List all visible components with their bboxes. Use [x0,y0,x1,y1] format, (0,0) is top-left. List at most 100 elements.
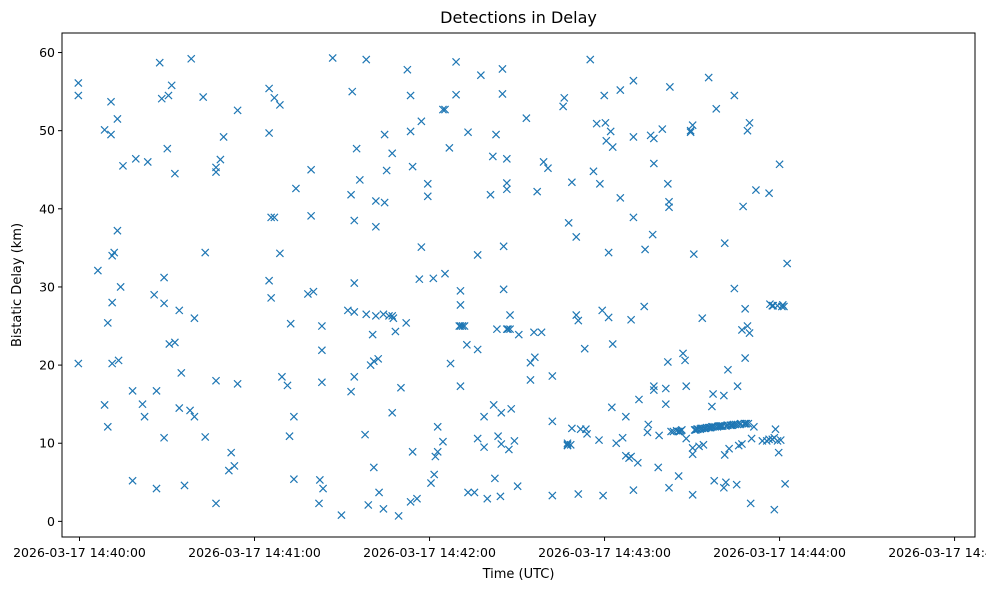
data-point-265 [649,382,658,391]
data-point-144 [438,437,447,446]
data-point-314 [707,402,716,411]
data-point-128 [406,497,415,506]
y-tick-label-3: 30 [39,279,55,294]
data-point-114 [380,198,389,207]
data-point-97 [352,144,361,153]
data-point-232 [599,491,608,500]
data-point-231 [598,306,607,315]
data-point-29 [157,94,166,103]
data-point-181 [498,64,507,73]
data-point-63 [265,276,274,285]
data-point-156 [456,300,465,309]
data-point-354 [741,419,750,428]
data-point-76 [291,184,300,193]
data-point-36 [167,81,176,90]
data-point-0 [74,78,83,88]
data-point-203 [537,328,546,337]
data-point-68 [275,100,284,109]
data-point-250 [627,315,636,324]
data-point-23 [140,412,149,421]
data-point-57 [227,448,236,457]
data-point-344 [732,480,741,489]
data-point-87 [328,53,337,63]
data-point-61 [265,84,274,93]
data-point-185 [502,185,511,194]
data-point-45 [190,412,199,421]
data-point-20 [128,476,137,485]
data-point-266 [649,386,658,395]
data-point-127 [406,91,415,100]
data-point-113 [379,504,388,513]
data-point-95 [350,372,359,381]
data-point-48 [201,248,210,257]
data-point-223 [580,344,589,353]
data-point-350 [737,439,746,449]
data-point-355 [741,304,750,313]
data-point-13 [110,248,119,257]
data-point-175 [492,130,501,139]
data-point-320 [712,104,721,113]
data-point-215 [566,440,575,449]
data-point-169 [480,412,489,421]
data-point-253 [629,213,638,222]
data-point-120 [388,408,397,417]
data-point-161 [464,128,473,137]
data-point-332 [721,478,730,487]
data-point-22 [138,400,147,409]
data-point-283 [674,472,683,481]
data-point-170 [483,494,492,503]
data-point-356 [741,354,750,363]
data-point-31 [160,299,169,308]
data-point-336 [723,365,732,374]
data-point-143 [433,422,442,431]
data-point-70 [277,372,286,381]
data-point-159 [460,321,469,331]
data-point-363 [746,499,755,508]
data-point-5 [100,400,109,409]
data-point-242 [612,439,621,448]
data-point-196 [514,330,523,339]
data-point-168 [480,443,489,452]
data-point-64 [267,213,276,222]
data-point-149 [446,359,455,368]
data-point-269 [658,125,667,134]
data-point-273 [661,384,670,393]
data-point-107 [371,311,380,320]
data-point-226 [586,55,595,64]
data-point-80 [309,287,318,296]
data-point-296 [688,450,697,459]
data-point-4 [100,125,109,134]
data-point-123 [394,511,403,520]
data-point-180 [497,408,506,417]
data-point-208 [548,372,557,381]
data-point-82 [315,475,324,484]
data-point-330 [720,450,729,459]
data-point-52 [211,376,221,385]
data-point-192 [506,311,515,320]
data-point-157 [456,382,465,391]
data-point-225 [583,429,592,438]
data-point-136 [423,179,432,188]
data-point-224 [581,425,590,434]
data-point-145 [438,105,447,114]
data-point-264 [649,134,658,143]
data-point-377 [771,425,780,434]
y-axis-label: Bistatic Delay (km) [10,223,25,347]
data-point-56 [224,466,233,475]
data-point-386 [781,479,790,488]
data-point-352 [739,202,748,211]
data-point-173 [490,474,499,483]
data-point-263 [649,159,658,168]
data-point-43 [186,406,195,415]
data-point-140 [430,470,439,479]
data-point-34 [164,91,173,100]
data-point-125 [402,318,411,327]
data-point-101 [362,310,371,319]
data-point-21 [131,154,140,163]
plot-frame [61,32,976,538]
data-point-197 [522,114,531,123]
data-point-201 [530,353,539,362]
data-point-47 [199,93,208,102]
data-point-124 [396,383,405,392]
data-point-122 [391,327,400,336]
